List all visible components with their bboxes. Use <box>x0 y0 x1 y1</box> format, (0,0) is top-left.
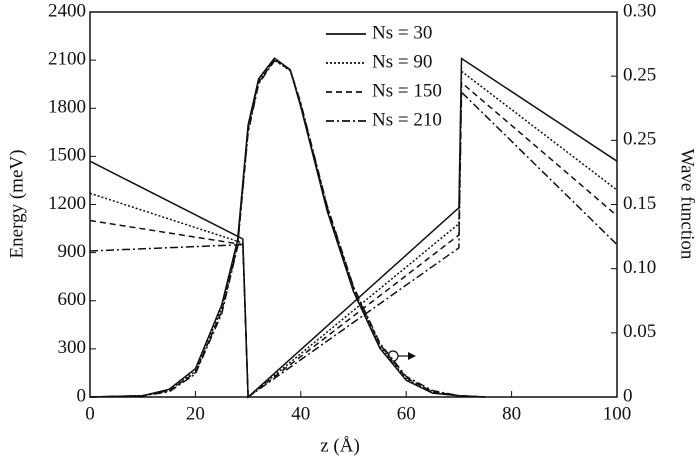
y-axis-label: Energy (meV) <box>6 150 27 259</box>
potential-line <box>89 90 618 399</box>
x-tick-label: 0 <box>85 403 95 424</box>
y-tick-label: 2100 <box>48 48 86 69</box>
y-tick-label: 0 <box>77 385 87 406</box>
y2-tick-label: 0.10 <box>623 257 656 278</box>
y2-axis-label: Wave function <box>677 149 698 260</box>
x-axis-label: z (Å) <box>320 435 360 456</box>
y-tick-label: 1800 <box>48 97 86 118</box>
plot-frame <box>89 11 618 398</box>
y-tick-label: 300 <box>58 337 87 358</box>
y-tick-label: 900 <box>58 241 87 262</box>
wave-line <box>89 58 486 398</box>
y2-tick-label: 0.30 <box>623 0 656 21</box>
y2-tick-label: 0.25 <box>623 129 656 150</box>
y2-tick-label: 0.15 <box>623 193 656 214</box>
potential-line <box>89 69 618 399</box>
y2-tick-label: 0.25 <box>623 65 656 86</box>
x-tick-label: 40 <box>291 403 310 424</box>
x-tick-label: 20 <box>186 403 205 424</box>
y-tick-label: 2400 <box>48 0 86 21</box>
legend-label: Ns = 90 <box>372 51 432 72</box>
y-tick-label: 1500 <box>48 145 86 166</box>
legend-label: Ns = 30 <box>372 22 432 43</box>
y2-tick-label: 0 <box>623 385 633 406</box>
potential-line <box>89 57 618 399</box>
wave-line <box>89 57 486 398</box>
y2-tick-label: 0.05 <box>623 321 656 342</box>
y-tick-label: 1200 <box>48 193 86 214</box>
legend-label: Ns = 210 <box>372 109 442 130</box>
annotation-arrowhead <box>408 352 416 360</box>
x-tick-label: 80 <box>502 403 521 424</box>
x-tick-label: 60 <box>397 403 416 424</box>
y-tick-label: 600 <box>58 289 87 310</box>
x-tick-label: 100 <box>603 403 632 424</box>
potential-line <box>89 80 618 399</box>
legend-label: Ns = 150 <box>372 80 442 101</box>
